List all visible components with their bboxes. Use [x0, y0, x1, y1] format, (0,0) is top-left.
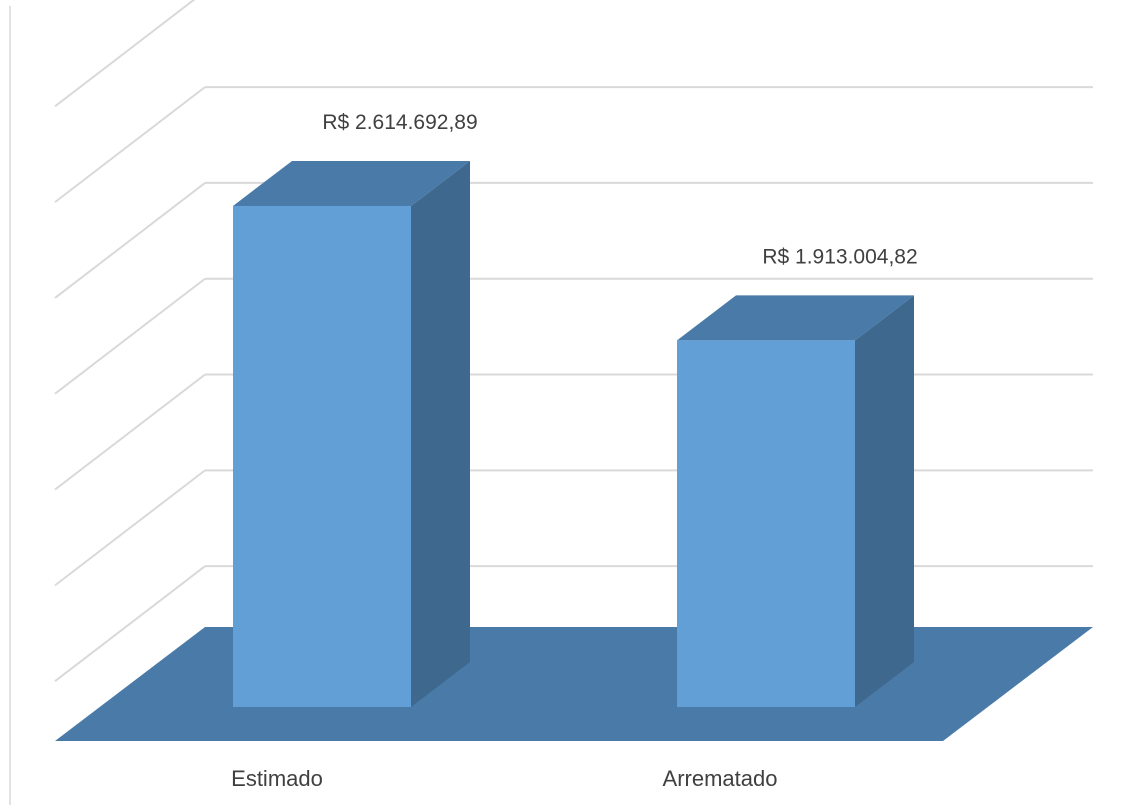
- gridline: [54, 373, 1093, 491]
- category-labels: Estimado Arrematado: [231, 766, 777, 791]
- category-label: Estimado: [231, 766, 323, 791]
- bar-front-face: [677, 340, 855, 707]
- gridline: [54, 277, 1093, 395]
- gridline: [54, 0, 196, 108]
- bar-top-face: [233, 160, 470, 206]
- bar-top-face: [677, 295, 914, 341]
- bar-side-face: [855, 295, 914, 707]
- gridline: [54, 469, 1093, 587]
- data-label: R$ 2.614.692,89: [322, 111, 477, 134]
- bar-front-face: [233, 205, 411, 707]
- gridline: [54, 181, 1093, 299]
- bar-side-face: [411, 160, 470, 707]
- gridlines: [54, 0, 1093, 682]
- gridline: [54, 86, 1093, 203]
- bar-estimado: [233, 160, 470, 707]
- data-label: R$ 1.913.004,82: [762, 245, 917, 268]
- chart-floor: [55, 627, 1093, 741]
- data-labels: R$ 2.614.692,89 R$ 1.913.004,82: [322, 111, 917, 268]
- category-label: Arrematado: [663, 766, 778, 791]
- bar-arrematado: [677, 295, 914, 707]
- bars: [233, 160, 914, 707]
